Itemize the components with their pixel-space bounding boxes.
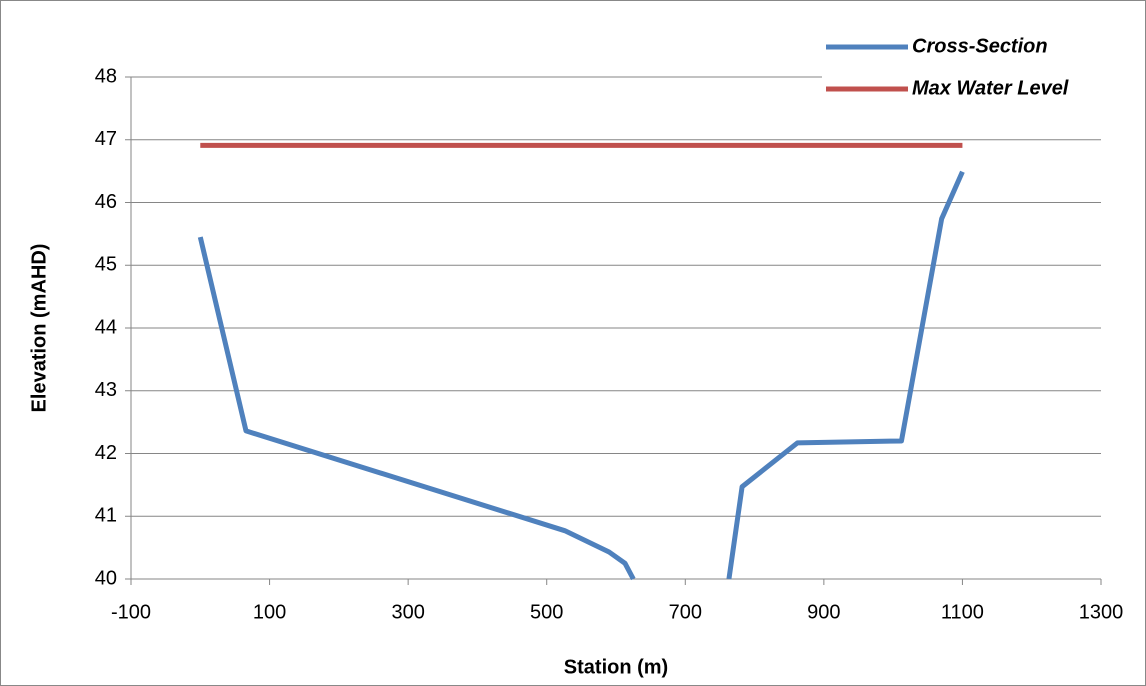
legend-label: Max Water Level [912,77,1069,99]
y-tick-label: 41 [95,505,117,527]
y-tick-label: 43 [95,379,117,401]
x-tick-label: -100 [111,601,151,623]
x-tick-label: 1300 [1079,601,1124,623]
y-tick-label: 40 [95,567,117,589]
x-tick-label: 900 [807,601,840,623]
x-tick-label: 1100 [941,601,984,623]
series-line [197,170,965,581]
y-tick-label: 48 [95,65,117,87]
x-tick-label: 100 [253,601,286,623]
x-tick-label: 300 [391,601,424,623]
y-tick-label: 42 [95,442,117,464]
y-tick-label: 47 [95,128,117,150]
x-tick-label: 700 [669,601,702,623]
legend-label: Cross-Section [912,35,1048,57]
y-tick-label: 45 [95,254,117,276]
y-tick-label: 44 [95,316,117,338]
x-tick-label: 500 [530,601,563,623]
x-axis-title: Station (m) [564,656,668,678]
y-axis-title: Elevation (mAHD) [28,244,50,413]
y-tick-label: 46 [95,191,117,213]
